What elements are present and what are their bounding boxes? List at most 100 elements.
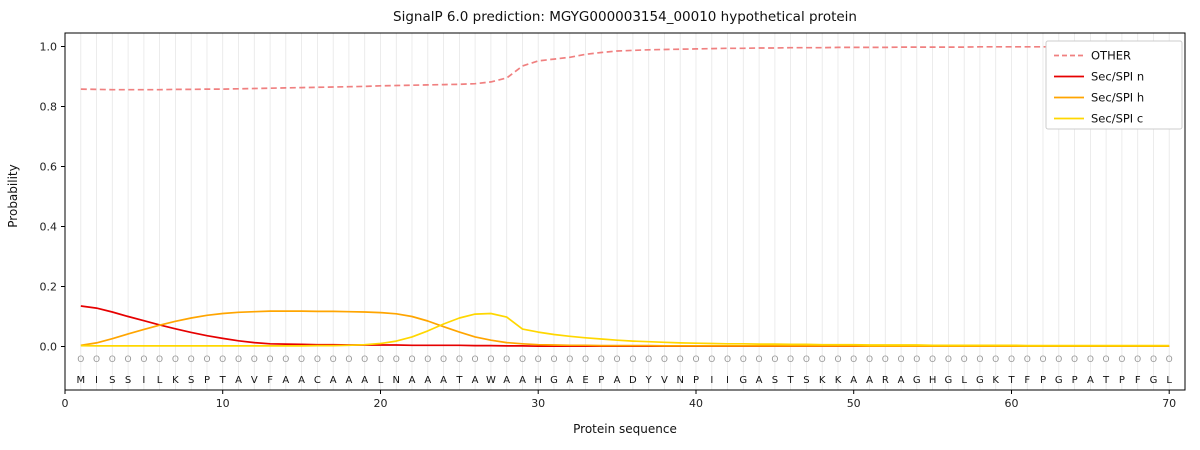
x-tick-label: 70 xyxy=(1162,397,1176,410)
gridlines xyxy=(80,33,1170,390)
residue-letter: V xyxy=(251,375,258,386)
position-mark: O xyxy=(961,355,968,365)
position-mark: O xyxy=(992,355,999,365)
chart-title: SignalP 6.0 prediction: MGYG000003154_00… xyxy=(393,9,857,25)
position-mark: O xyxy=(77,355,84,365)
residue-letter: T xyxy=(219,375,227,386)
position-mark: O xyxy=(614,355,621,365)
position-mark: O xyxy=(882,355,889,365)
position-mark: O xyxy=(819,355,826,365)
residue-letter: N xyxy=(393,375,400,386)
x-axis: 0 10 20 30 40 50 60 70 xyxy=(62,390,1176,410)
position-mark: O xyxy=(424,355,431,365)
residue-letter: T xyxy=(455,375,463,386)
position-mark: O xyxy=(929,355,936,365)
x-axis-label: Protein sequence xyxy=(573,422,677,436)
y-tick-label: 0.4 xyxy=(40,221,58,234)
position-mark: O xyxy=(1008,355,1015,365)
position-mark: O xyxy=(850,355,857,365)
residue-letter: S xyxy=(125,375,131,386)
position-mark: O xyxy=(787,355,794,365)
position-mark: O xyxy=(330,355,337,365)
residue-letter: F xyxy=(267,375,273,386)
residue-letter: V xyxy=(661,375,668,386)
position-mark: O xyxy=(866,355,873,365)
residue-letter: C xyxy=(314,375,321,386)
position-mark: O xyxy=(172,355,179,365)
position-mark: O xyxy=(267,355,274,365)
position-mark: O xyxy=(771,355,778,365)
position-mark: O xyxy=(487,355,494,365)
position-mark: O xyxy=(472,355,479,365)
position-mark: O xyxy=(582,355,589,365)
position-mark: O xyxy=(503,355,510,365)
residue-letter: R xyxy=(882,375,889,386)
residue-letter: I xyxy=(95,375,98,386)
residue-letter: K xyxy=(819,375,826,386)
residue-letter: A xyxy=(424,375,431,386)
residue-letter: S xyxy=(188,375,194,386)
legend-label: Sec/SPI c xyxy=(1091,112,1143,126)
residue-letter: K xyxy=(835,375,842,386)
position-mark: O xyxy=(408,355,415,365)
position-mark: O xyxy=(692,355,699,365)
residue-letter: P xyxy=(204,375,210,386)
position-mark: O xyxy=(708,355,715,365)
residue-letter: I xyxy=(726,375,729,386)
residue-letter: K xyxy=(172,375,179,386)
plot-area: 0.00.20.40.60.81.00 10 20 30 40 50 60 70O O O O O O O… xyxy=(40,32,1186,410)
y-tick-label: 1.0 xyxy=(40,41,58,54)
position-mark: O xyxy=(834,355,841,365)
residue-letter: A xyxy=(756,375,763,386)
y-tick-label: 0.8 xyxy=(40,101,58,114)
residue-letter: G xyxy=(976,375,984,386)
residue-letter: A xyxy=(298,375,305,386)
residue-letter: A xyxy=(898,375,905,386)
residue-letter: D xyxy=(629,375,637,386)
position-mark: O xyxy=(1024,355,1031,365)
residue-letter: L xyxy=(961,375,967,386)
residue-letter: A xyxy=(1087,375,1094,386)
residue-letter: A xyxy=(440,375,447,386)
position-mark: O xyxy=(913,355,920,365)
residue-letter: A xyxy=(503,375,510,386)
residue-letter: G xyxy=(1055,375,1063,386)
legend: OTHER Sec/SPI n Sec/SPI h Sec/SPI c xyxy=(1045,40,1183,130)
legend-label: Sec/SPI h xyxy=(1091,91,1144,105)
position-mark: O xyxy=(140,355,147,365)
residue-letter: P xyxy=(1072,375,1078,386)
y-tick-label: 0.2 xyxy=(40,281,58,294)
position-mark: O xyxy=(361,355,368,365)
residue-letter: F xyxy=(1024,375,1030,386)
position-mark: O xyxy=(1071,355,1078,365)
residue-letter: A xyxy=(519,375,526,386)
position-mark: O xyxy=(1055,355,1062,365)
residue-letter: H xyxy=(929,375,937,386)
legend-item: OTHER xyxy=(1054,49,1131,63)
legend-item: Sec/SPI n xyxy=(1054,70,1144,84)
residue-letter: A xyxy=(361,375,368,386)
residue-letter: A xyxy=(850,375,857,386)
x-tick-label: 20 xyxy=(374,397,388,410)
position-mark: O xyxy=(756,355,763,365)
position-mark: O xyxy=(93,355,100,365)
residue-letter: P xyxy=(1119,375,1125,386)
residue-letter: G xyxy=(739,375,747,386)
position-mark: O xyxy=(235,355,242,365)
series-line-sec-spi-h xyxy=(80,310,1170,348)
residue-letter: H xyxy=(534,375,542,386)
residue-letter: A xyxy=(409,375,416,386)
residue-letter: A xyxy=(345,375,352,386)
legend-box xyxy=(1045,40,1183,130)
residue-letter: G xyxy=(913,375,921,386)
residue-letter: L xyxy=(1166,375,1172,386)
legend-item: Sec/SPI c xyxy=(1054,112,1143,126)
residue-letter: G xyxy=(1150,375,1158,386)
position-mark: O xyxy=(519,355,526,365)
residue-letter: A xyxy=(235,375,242,386)
y-tick-label: 0.6 xyxy=(40,161,58,174)
plot-border xyxy=(64,32,1186,391)
y-tick-label: 0.0 xyxy=(40,341,58,354)
residue-letter: T xyxy=(1102,375,1110,386)
